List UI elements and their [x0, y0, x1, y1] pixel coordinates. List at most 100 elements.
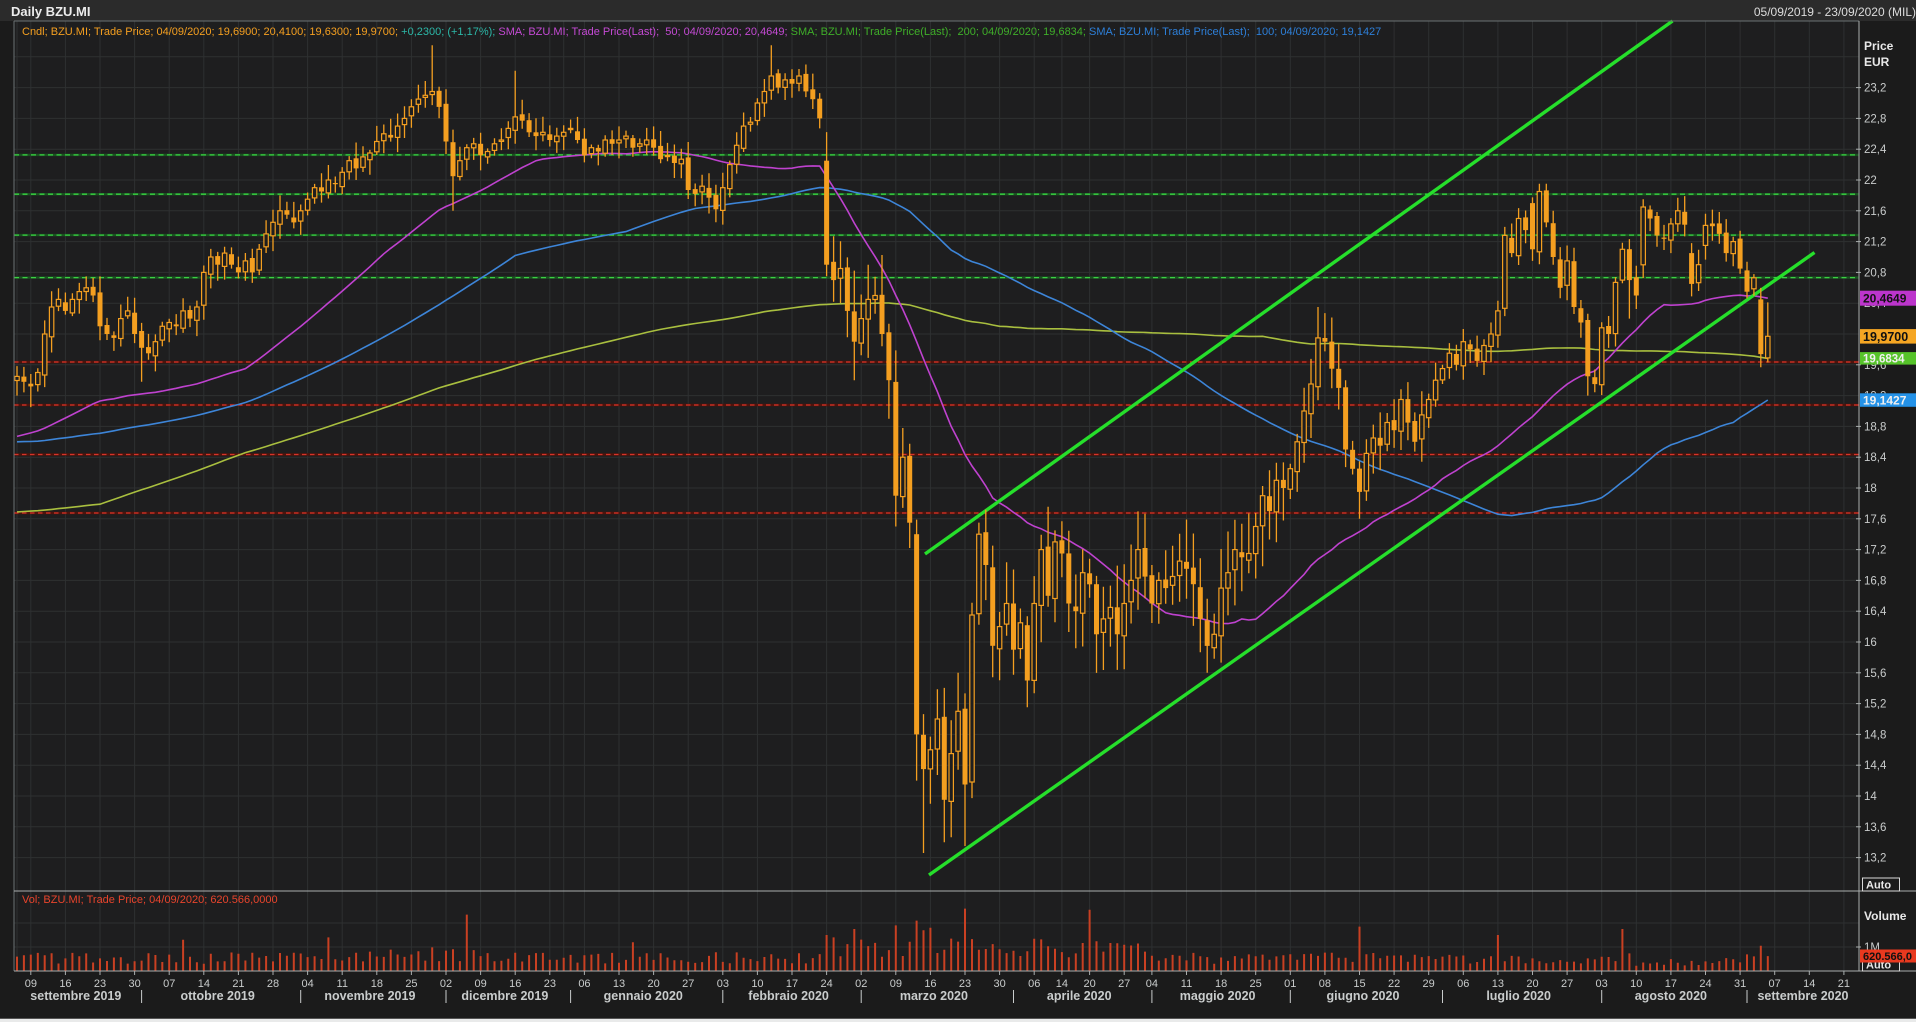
svg-text:04: 04: [1146, 978, 1158, 990]
svg-text:21,2: 21,2: [1864, 237, 1886, 249]
svg-text:25: 25: [405, 978, 417, 990]
svg-text:luglio 2020: luglio 2020: [1486, 989, 1551, 1003]
svg-text:17: 17: [786, 978, 798, 990]
svg-text:16: 16: [509, 978, 521, 990]
svg-text:09: 09: [890, 978, 902, 990]
svg-text:14: 14: [198, 978, 210, 990]
svg-text:maggio 2020: maggio 2020: [1180, 989, 1256, 1003]
svg-text:24: 24: [1699, 978, 1711, 990]
svg-text:16: 16: [924, 978, 936, 990]
svg-text:16: 16: [1864, 637, 1877, 649]
svg-text:20,8: 20,8: [1864, 267, 1886, 279]
svg-text:04: 04: [302, 978, 314, 990]
svg-text:06: 06: [578, 978, 590, 990]
svg-text:10: 10: [751, 978, 763, 990]
svg-text:09: 09: [475, 978, 487, 990]
svg-text:23: 23: [94, 978, 106, 990]
svg-text:13: 13: [613, 978, 625, 990]
svg-text:18: 18: [1215, 978, 1227, 990]
svg-text:03: 03: [717, 978, 729, 990]
svg-text:settembre 2019: settembre 2019: [30, 989, 121, 1003]
svg-text:20,4649: 20,4649: [1863, 292, 1907, 306]
svg-text:Vol; BZU.MI; Trade Price; 04/0: Vol; BZU.MI; Trade Price; 04/09/2020; 62…: [22, 894, 278, 906]
svg-text:Price: Price: [1864, 39, 1894, 53]
svg-text:17: 17: [1665, 978, 1677, 990]
svg-text:18: 18: [371, 978, 383, 990]
svg-text:20: 20: [1083, 978, 1095, 990]
svg-text:14: 14: [1803, 978, 1815, 990]
svg-text:agosto 2020: agosto 2020: [1635, 989, 1707, 1003]
svg-text:14,4: 14,4: [1864, 760, 1887, 772]
svg-text:13,6: 13,6: [1864, 822, 1886, 834]
svg-text:Auto: Auto: [1866, 880, 1891, 892]
svg-text:19,1427: 19,1427: [1863, 393, 1907, 407]
svg-text:08: 08: [1319, 978, 1331, 990]
svg-text:21,6: 21,6: [1864, 206, 1886, 218]
svg-text:21: 21: [1838, 978, 1850, 990]
svg-text:23: 23: [959, 978, 971, 990]
svg-text:17,2: 17,2: [1864, 545, 1886, 557]
svg-text:31: 31: [1734, 978, 1746, 990]
svg-text:Daily BZU.MI: Daily BZU.MI: [11, 4, 90, 19]
svg-text:10: 10: [1630, 978, 1642, 990]
svg-text:18,4: 18,4: [1864, 452, 1887, 464]
svg-text:14: 14: [1056, 978, 1068, 990]
svg-text:22: 22: [1864, 175, 1877, 187]
svg-text:07: 07: [1769, 978, 1781, 990]
svg-text:27: 27: [682, 978, 694, 990]
svg-text:17,6: 17,6: [1864, 514, 1886, 526]
svg-text:02: 02: [440, 978, 452, 990]
svg-text:22: 22: [1388, 978, 1400, 990]
svg-text:20: 20: [648, 978, 660, 990]
svg-text:14: 14: [1864, 791, 1877, 803]
svg-text:30: 30: [129, 978, 141, 990]
svg-text:27: 27: [1561, 978, 1573, 990]
svg-text:15,6: 15,6: [1864, 668, 1886, 680]
svg-text:23: 23: [544, 978, 556, 990]
svg-text:06: 06: [1028, 978, 1040, 990]
svg-text:24: 24: [821, 978, 833, 990]
svg-text:29: 29: [1423, 978, 1435, 990]
svg-text:15: 15: [1353, 978, 1365, 990]
svg-text:22,8: 22,8: [1864, 113, 1886, 125]
svg-text:18,8: 18,8: [1864, 421, 1886, 433]
svg-text:febbraio 2020: febbraio 2020: [748, 989, 829, 1003]
svg-text:ottobre 2019: ottobre 2019: [181, 989, 255, 1003]
svg-text:19,9700: 19,9700: [1863, 330, 1908, 344]
svg-text:01: 01: [1284, 978, 1296, 990]
svg-text:16: 16: [59, 978, 71, 990]
svg-text:marzo 2020: marzo 2020: [900, 989, 968, 1003]
svg-text:06: 06: [1457, 978, 1469, 990]
svg-text:09: 09: [25, 978, 37, 990]
svg-text:13,2: 13,2: [1864, 853, 1886, 865]
svg-text:27: 27: [1118, 978, 1130, 990]
svg-text:14,8: 14,8: [1864, 729, 1886, 741]
svg-text:07: 07: [163, 978, 175, 990]
svg-text:Volume: Volume: [1864, 909, 1907, 923]
svg-text:15,2: 15,2: [1864, 699, 1886, 711]
svg-text:22,4: 22,4: [1864, 144, 1887, 156]
svg-text:EUR: EUR: [1864, 55, 1890, 69]
svg-text:25: 25: [1250, 978, 1262, 990]
svg-text:aprile 2020: aprile 2020: [1047, 989, 1112, 1003]
svg-text:Cndl; BZU.MI; Trade Price; 04/: Cndl; BZU.MI; Trade Price; 04/09/2020; 1…: [22, 26, 1381, 38]
svg-text:16,8: 16,8: [1864, 575, 1886, 587]
svg-text:16,4: 16,4: [1864, 606, 1887, 618]
svg-text:30: 30: [994, 978, 1006, 990]
svg-text:03: 03: [1596, 978, 1608, 990]
svg-text:21: 21: [232, 978, 244, 990]
svg-text:settembre 2020: settembre 2020: [1757, 989, 1848, 1003]
svg-text:novembre 2019: novembre 2019: [324, 989, 415, 1003]
svg-text:620.566,0: 620.566,0: [1863, 951, 1912, 963]
svg-text:05/09/2019 - 23/09/2020 (MIL): 05/09/2019 - 23/09/2020 (MIL): [1754, 5, 1916, 19]
svg-text:20: 20: [1526, 978, 1538, 990]
svg-text:13: 13: [1492, 978, 1504, 990]
svg-text:11: 11: [337, 978, 348, 990]
svg-text:gennaio 2020: gennaio 2020: [604, 989, 683, 1003]
svg-text:dicembre 2019: dicembre 2019: [461, 989, 548, 1003]
svg-text:28: 28: [267, 978, 279, 990]
svg-text:02: 02: [855, 978, 867, 990]
svg-text:18: 18: [1864, 483, 1877, 495]
svg-text:11: 11: [1181, 978, 1192, 990]
svg-text:giugno 2020: giugno 2020: [1326, 989, 1399, 1003]
